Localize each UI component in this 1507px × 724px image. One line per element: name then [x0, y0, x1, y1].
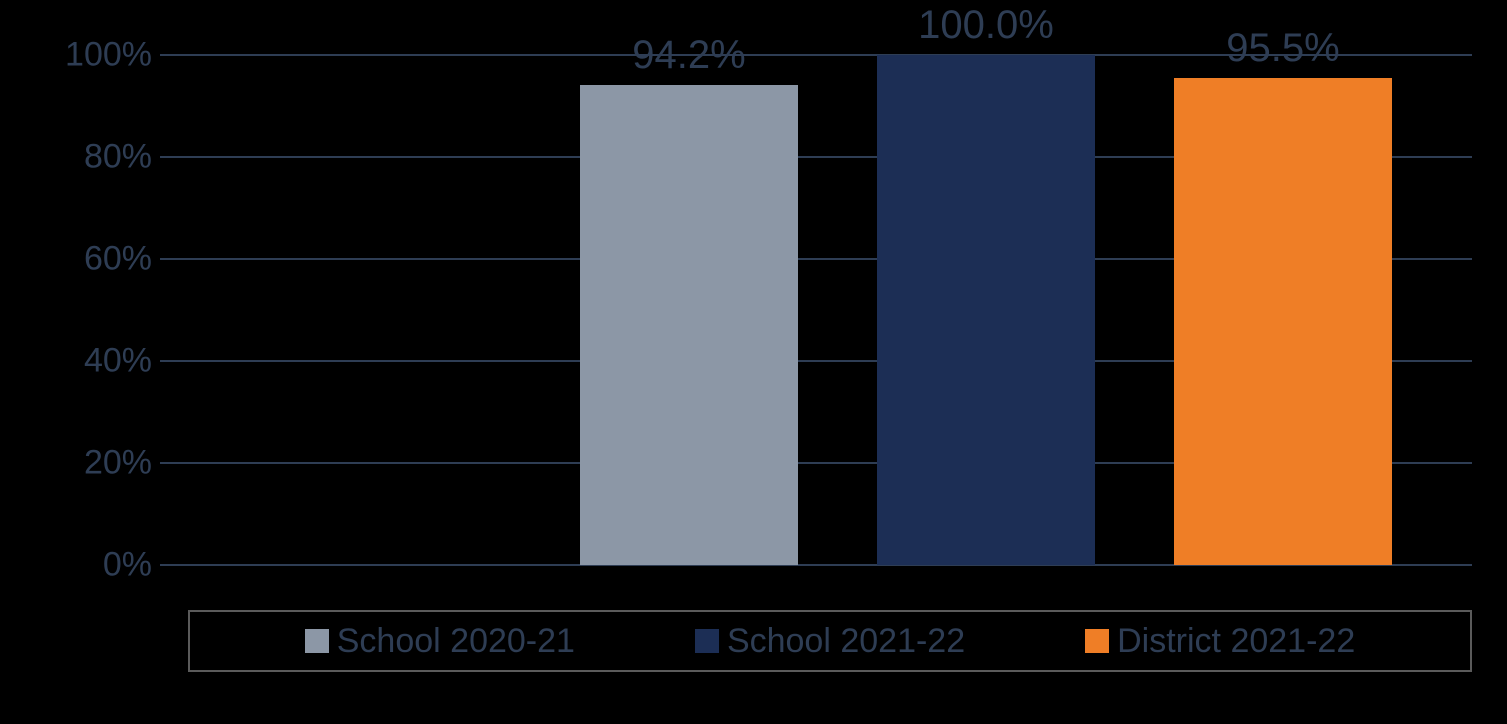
legend-swatch [695, 629, 719, 653]
legend-label: District 2021-22 [1117, 622, 1355, 661]
legend-label: School 2020-21 [337, 622, 575, 661]
y-tick-label: 20% [84, 444, 152, 483]
bar [1174, 78, 1392, 565]
y-tick-label: 100% [65, 36, 152, 75]
legend-item: School 2020-21 [305, 622, 575, 661]
y-tick-label: 0% [103, 546, 152, 585]
data-label: 94.2% [632, 33, 745, 78]
y-tick-label: 60% [84, 240, 152, 279]
legend-swatch [1085, 629, 1109, 653]
legend: School 2020-21 School 2021-22 District 202… [188, 610, 1472, 672]
bar [877, 55, 1095, 565]
legend-item: District 2021-22 [1085, 622, 1355, 661]
bar-chart: School 2020-21 School 2021-22 District 202… [0, 0, 1507, 724]
bar [580, 85, 798, 565]
y-tick-label: 40% [84, 342, 152, 381]
data-label: 100.0% [918, 3, 1054, 48]
y-tick-label: 80% [84, 138, 152, 177]
legend-label: School 2021-22 [727, 622, 965, 661]
data-label: 95.5% [1226, 26, 1339, 71]
legend-item: School 2021-22 [695, 622, 965, 661]
legend-swatch [305, 629, 329, 653]
